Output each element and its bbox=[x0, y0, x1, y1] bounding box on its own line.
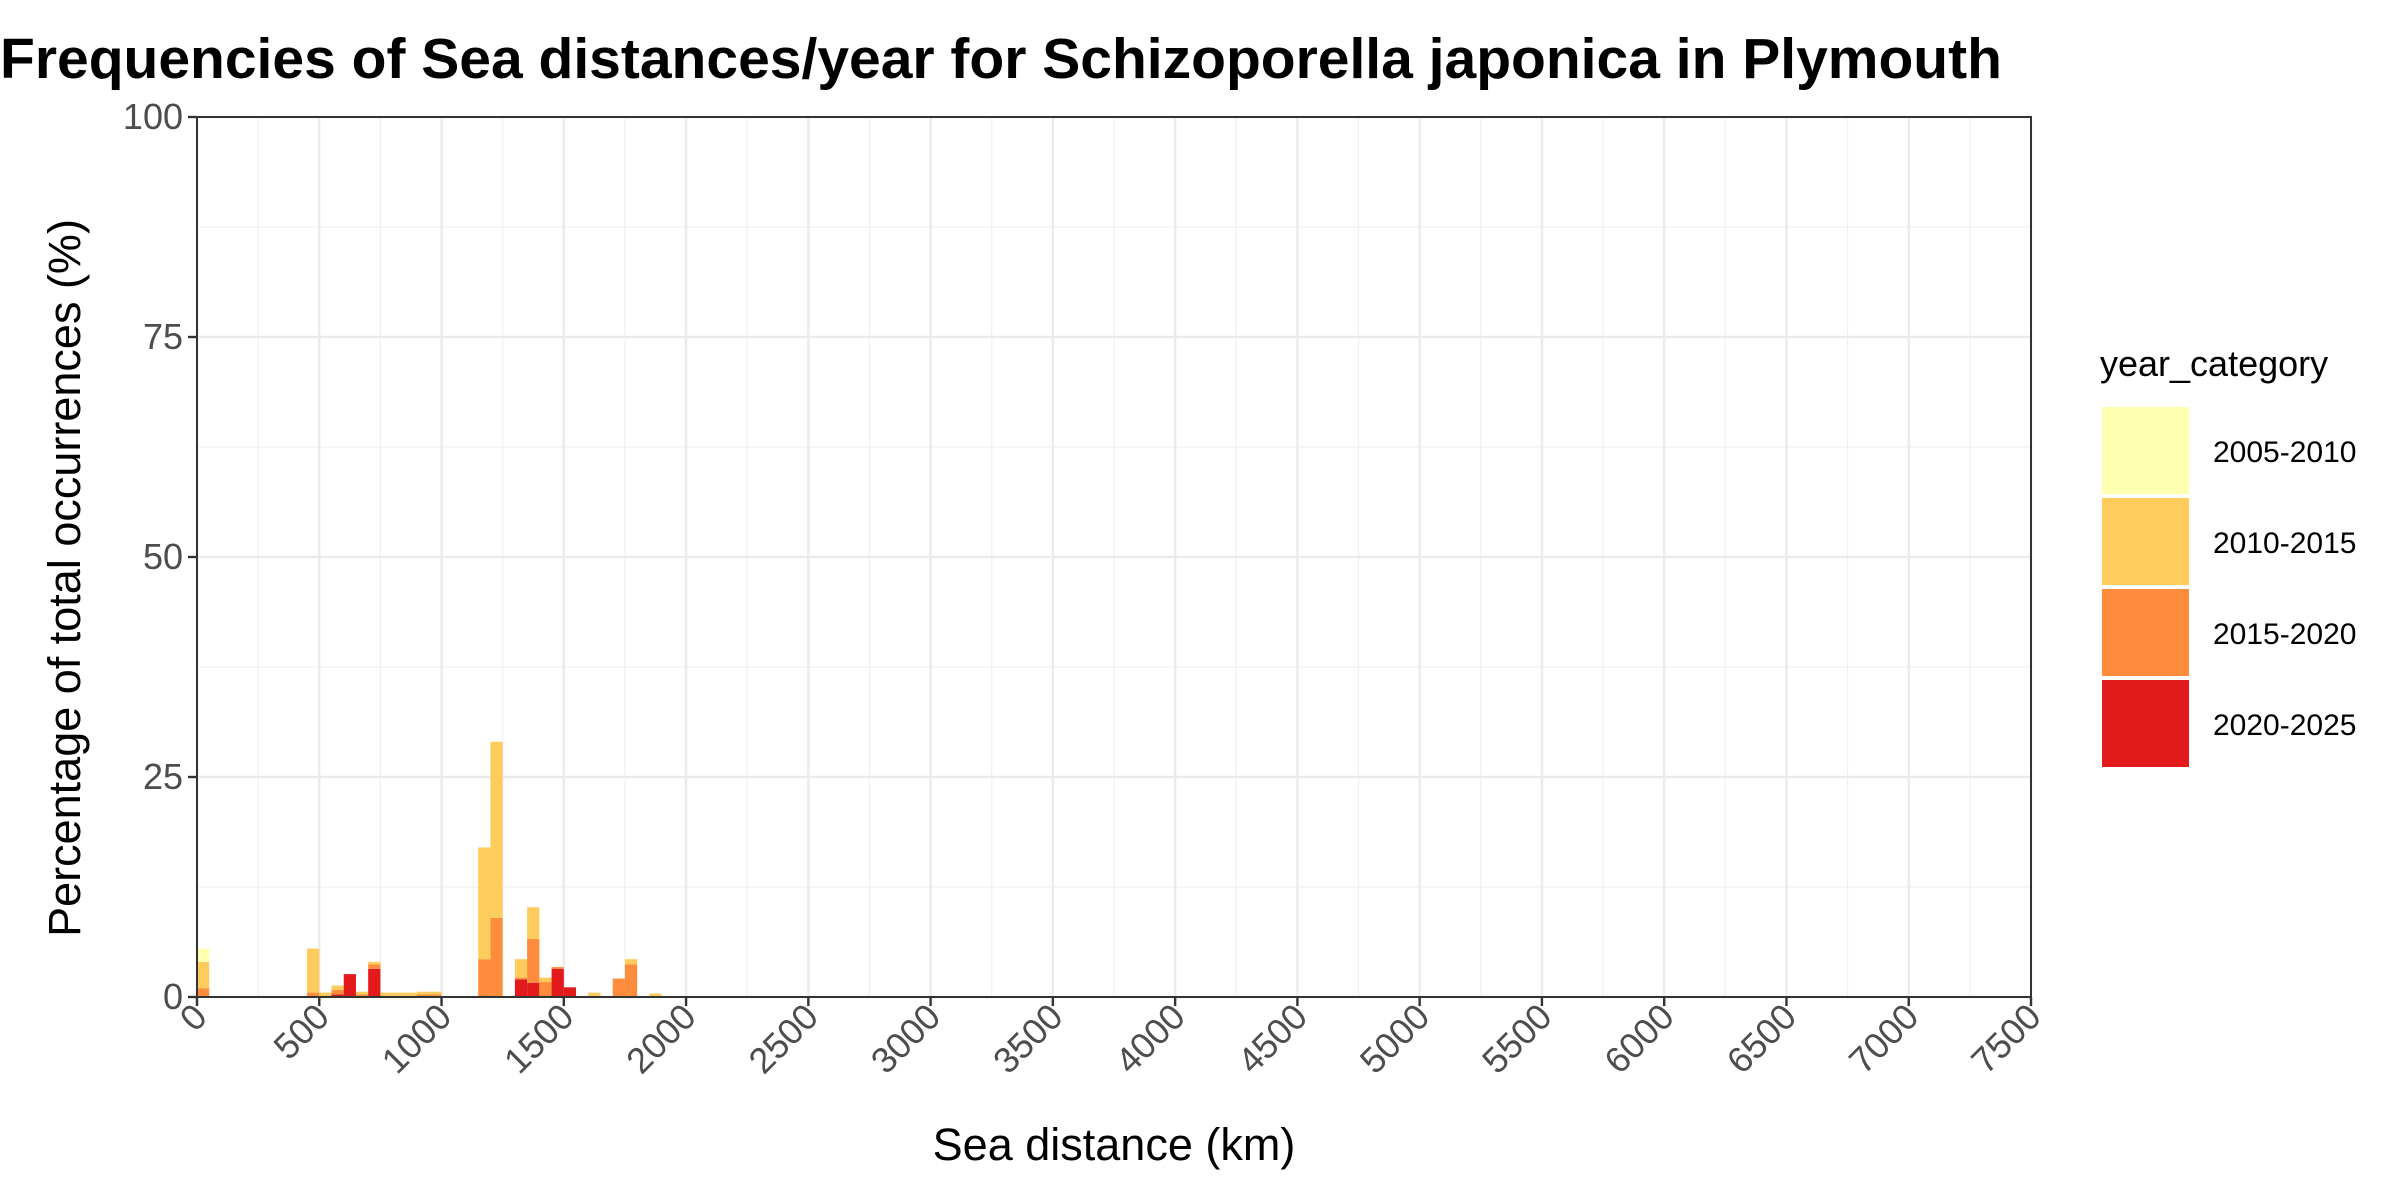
y-tick-label: 25 bbox=[143, 756, 183, 797]
y-axis-label: Percentage of total occurrences (%) bbox=[39, 219, 90, 937]
histogram-bar bbox=[417, 991, 430, 995]
x-tick-label: 3000 bbox=[863, 996, 949, 1082]
legend-title: year_category bbox=[2100, 343, 2328, 384]
x-tick-label: 5000 bbox=[1352, 996, 1438, 1082]
legend-swatch bbox=[2102, 498, 2189, 585]
legend-swatch bbox=[2102, 407, 2189, 494]
histogram-bar bbox=[478, 959, 491, 997]
histogram-bar bbox=[527, 938, 540, 983]
x-axis-label: Sea distance (km) bbox=[933, 1119, 1296, 1170]
histogram-bar bbox=[343, 974, 356, 997]
y-axis: 0 25 50 75 100 bbox=[123, 96, 197, 1017]
x-tick-label: 7500 bbox=[1963, 996, 2049, 1082]
plot-grid bbox=[195, 115, 2033, 999]
legend: year_category 2005-2010 2010-2015 2015-202… bbox=[2100, 343, 2356, 767]
histogram-bar bbox=[417, 994, 430, 997]
histogram-bar bbox=[355, 991, 369, 995]
histogram-bar bbox=[368, 964, 381, 969]
x-tick-label: 4500 bbox=[1229, 996, 1315, 1082]
histogram-bar bbox=[319, 992, 332, 997]
histogram-bar bbox=[563, 987, 577, 997]
y-tick-label: 50 bbox=[143, 536, 183, 577]
histogram-bar bbox=[527, 907, 540, 939]
histogram-bar bbox=[380, 992, 393, 997]
histogram-bar bbox=[527, 982, 540, 997]
x-tick-label: 6000 bbox=[1596, 996, 1682, 1082]
legend-swatch bbox=[2102, 680, 2189, 767]
histogram-bar bbox=[307, 948, 320, 993]
x-tick-label: 0 bbox=[172, 996, 215, 1039]
histogram-bar bbox=[368, 961, 381, 965]
legend-label: 2020-2025 bbox=[2213, 709, 2356, 742]
histogram-bar bbox=[197, 988, 210, 997]
histogram-bar bbox=[331, 985, 344, 990]
histogram-bar bbox=[307, 992, 320, 997]
histogram-bar bbox=[490, 917, 503, 997]
y-tick-label: 0 bbox=[163, 976, 183, 1017]
histogram-bar bbox=[368, 968, 381, 997]
x-tick-label: 2500 bbox=[740, 996, 826, 1082]
x-tick-label: 1500 bbox=[496, 996, 582, 1082]
x-tick-label: 5500 bbox=[1474, 996, 1560, 1082]
histogram-bar bbox=[539, 977, 552, 983]
histogram-bar bbox=[588, 992, 601, 997]
chart-title: Frequencies of Sea distances/year for Sc… bbox=[0, 27, 2002, 91]
histogram-bar bbox=[197, 961, 210, 989]
x-tick-label: 500 bbox=[265, 996, 336, 1067]
histogram-bar bbox=[551, 968, 564, 997]
x-tick-label: 3500 bbox=[985, 996, 1071, 1082]
x-tick-label: 6500 bbox=[1718, 996, 1804, 1082]
histogram-bar bbox=[514, 959, 528, 978]
histogram-bar bbox=[490, 741, 503, 918]
legend-swatch bbox=[2102, 589, 2189, 676]
histogram-bar bbox=[429, 994, 442, 997]
histogram-bar bbox=[392, 992, 405, 997]
histogram-bar bbox=[624, 964, 638, 997]
y-tick-label: 75 bbox=[143, 316, 183, 357]
histogram-bar bbox=[612, 978, 625, 997]
y-tick-label: 100 bbox=[123, 96, 183, 137]
histogram-bar bbox=[404, 992, 418, 997]
histogram-bar bbox=[514, 979, 528, 997]
x-tick-label: 1000 bbox=[374, 996, 460, 1082]
histogram-bar bbox=[478, 847, 491, 960]
histogram-bar bbox=[331, 994, 344, 997]
histogram-bar bbox=[514, 977, 528, 980]
legend-label: 2005-2010 bbox=[2213, 436, 2356, 469]
histogram-bar bbox=[539, 982, 552, 997]
x-tick-label: 2000 bbox=[618, 996, 704, 1082]
x-tick-label: 4000 bbox=[1107, 996, 1193, 1082]
legend-label: 2010-2015 bbox=[2213, 527, 2356, 560]
x-tick-label: 7000 bbox=[1841, 996, 1927, 1082]
histogram-bar bbox=[331, 989, 344, 995]
x-axis: 0 500 1000 1500 2000 2500 3000 3500 4000 4500 5000… bbox=[172, 996, 2049, 1082]
histogram-bars bbox=[197, 741, 662, 997]
histogram-bar bbox=[551, 967, 564, 969]
legend-label: 2015-2020 bbox=[2213, 618, 2356, 651]
histogram-bar bbox=[649, 993, 662, 997]
histogram-bar bbox=[197, 948, 210, 962]
histogram-bar bbox=[429, 991, 442, 995]
histogram-bar bbox=[624, 959, 638, 965]
histogram-bar bbox=[355, 994, 369, 997]
